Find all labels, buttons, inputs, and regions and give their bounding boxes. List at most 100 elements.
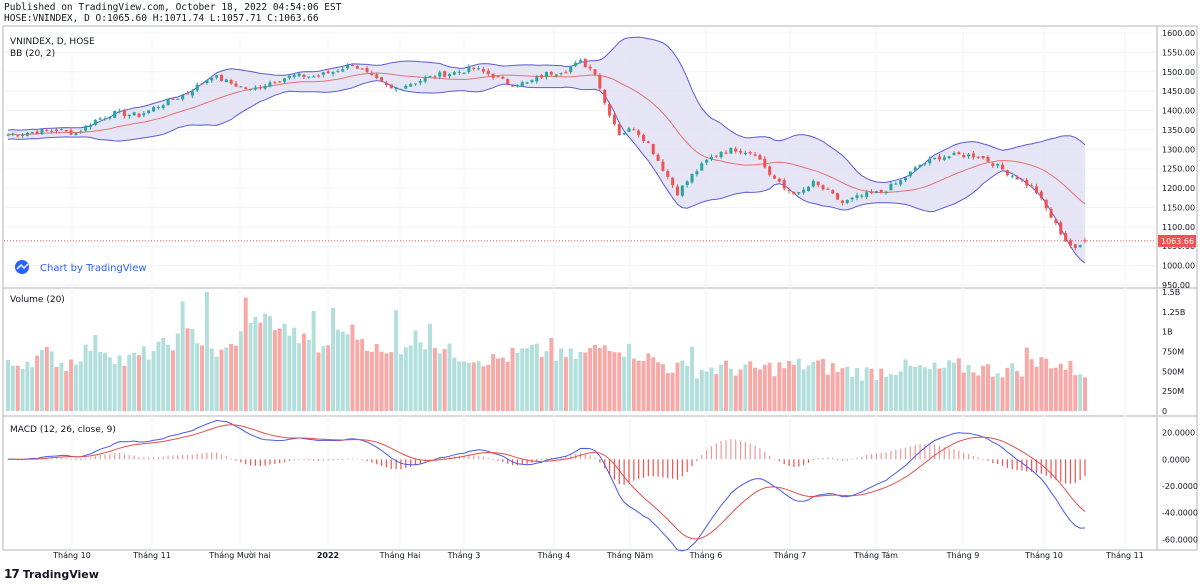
candle-body	[583, 58, 587, 68]
candle-body	[394, 87, 398, 90]
candle-body	[249, 88, 253, 90]
candle-body	[1049, 209, 1053, 218]
candle-body	[806, 186, 810, 191]
volume-bar	[44, 346, 49, 411]
macd-histogram-bar	[80, 459, 82, 461]
candle-body	[612, 114, 616, 125]
volume-bar	[355, 339, 360, 411]
volume-bar	[136, 355, 141, 411]
volume-bar	[961, 372, 966, 411]
candle-body	[768, 166, 772, 175]
macd-histogram-bar	[51, 457, 53, 460]
candle-body	[152, 107, 156, 112]
candle-body	[792, 191, 796, 195]
volume-bar	[573, 358, 578, 411]
candle-body	[59, 129, 63, 131]
macd-histogram-bar	[356, 459, 358, 460]
macd-histogram-bar	[60, 457, 62, 460]
macd-histogram-bar	[288, 459, 290, 461]
volume-bar	[821, 358, 826, 411]
macd-histogram-bar	[584, 453, 586, 460]
macd-histogram-bar	[696, 459, 698, 461]
volume-bar	[428, 323, 433, 411]
volume-bar	[801, 369, 806, 411]
macd-histogram-bar	[172, 455, 174, 460]
candle-body	[981, 156, 985, 159]
macd-histogram-bar	[351, 458, 354, 460]
macd-histogram-bar	[70, 459, 72, 460]
candle-body	[6, 134, 10, 136]
candle-body	[554, 74, 558, 76]
candle-body	[127, 114, 131, 117]
candle-body	[928, 158, 932, 164]
volume-bar	[753, 367, 758, 411]
candle-body	[724, 152, 728, 154]
macd-histogram-bar	[1074, 459, 1076, 483]
candle-body	[244, 87, 248, 90]
watermark[interactable]: Chart by TradingView	[15, 260, 147, 274]
macd-histogram-bar	[269, 459, 271, 465]
candle-body	[380, 77, 384, 82]
candle-body	[549, 71, 553, 75]
candle-body	[1068, 240, 1072, 246]
time-axis-label: Tháng 10	[52, 551, 91, 560]
macd-histogram-bar	[589, 455, 591, 460]
volume-bar	[1019, 376, 1024, 411]
volume-bar	[757, 369, 762, 411]
candle-body	[845, 199, 849, 204]
macd-histogram-bar	[245, 459, 247, 465]
macd-histogram-bar	[1069, 459, 1072, 484]
volume-bar	[825, 374, 830, 411]
candle-body	[25, 133, 29, 136]
macd-histogram-bar	[662, 459, 664, 478]
volume-bar	[1063, 369, 1068, 411]
volume-bar	[49, 351, 54, 411]
macd-histogram-bar	[924, 444, 926, 460]
macd-histogram-bar	[308, 459, 310, 461]
volume-bar	[457, 361, 462, 411]
volume-bar	[665, 372, 670, 411]
candle-body	[190, 91, 194, 96]
volume-bar	[952, 363, 957, 411]
macd-histogram-bar	[866, 455, 868, 460]
candle-body	[782, 180, 786, 189]
volume-bar	[365, 350, 369, 411]
volume-bar	[287, 335, 292, 411]
volume-bar	[641, 361, 646, 411]
volume-bar	[995, 373, 1000, 411]
volume-tick-label: 500M	[1162, 367, 1184, 376]
volume-bar	[869, 368, 874, 411]
candle-body	[763, 158, 767, 168]
volume-bar	[728, 368, 733, 411]
candle-body	[467, 66, 471, 72]
volume-bar	[340, 331, 345, 411]
macd-histogram-bar	[1050, 459, 1052, 479]
candle-body	[501, 76, 505, 79]
candle-body	[88, 125, 92, 127]
volume-bar	[699, 369, 704, 411]
volume-bar	[656, 362, 661, 411]
macd-histogram-bar	[468, 455, 470, 460]
macd-histogram-bar	[303, 459, 305, 461]
macd-histogram-bar	[958, 450, 960, 460]
candle-body	[98, 118, 102, 120]
macd-histogram-bar	[754, 445, 756, 460]
candle-body	[617, 124, 621, 136]
macd-histogram-bar	[1055, 459, 1057, 480]
volume-bar	[675, 362, 680, 411]
volume-tick-label: 0	[1162, 407, 1167, 416]
candle-body	[797, 192, 801, 194]
volume-bar	[976, 375, 981, 411]
candle-body	[457, 71, 461, 73]
volume-bar	[593, 344, 598, 411]
macd-histogram-bar	[254, 459, 257, 466]
volume-bar	[238, 331, 243, 411]
candle-body	[1064, 233, 1068, 242]
candle-body	[1059, 222, 1063, 235]
footer-brand[interactable]: 17 TradingView	[4, 566, 99, 582]
candle-body	[709, 156, 713, 160]
candle-body	[64, 130, 68, 132]
candle-body	[826, 188, 830, 190]
macd-histogram-bar	[390, 459, 392, 469]
